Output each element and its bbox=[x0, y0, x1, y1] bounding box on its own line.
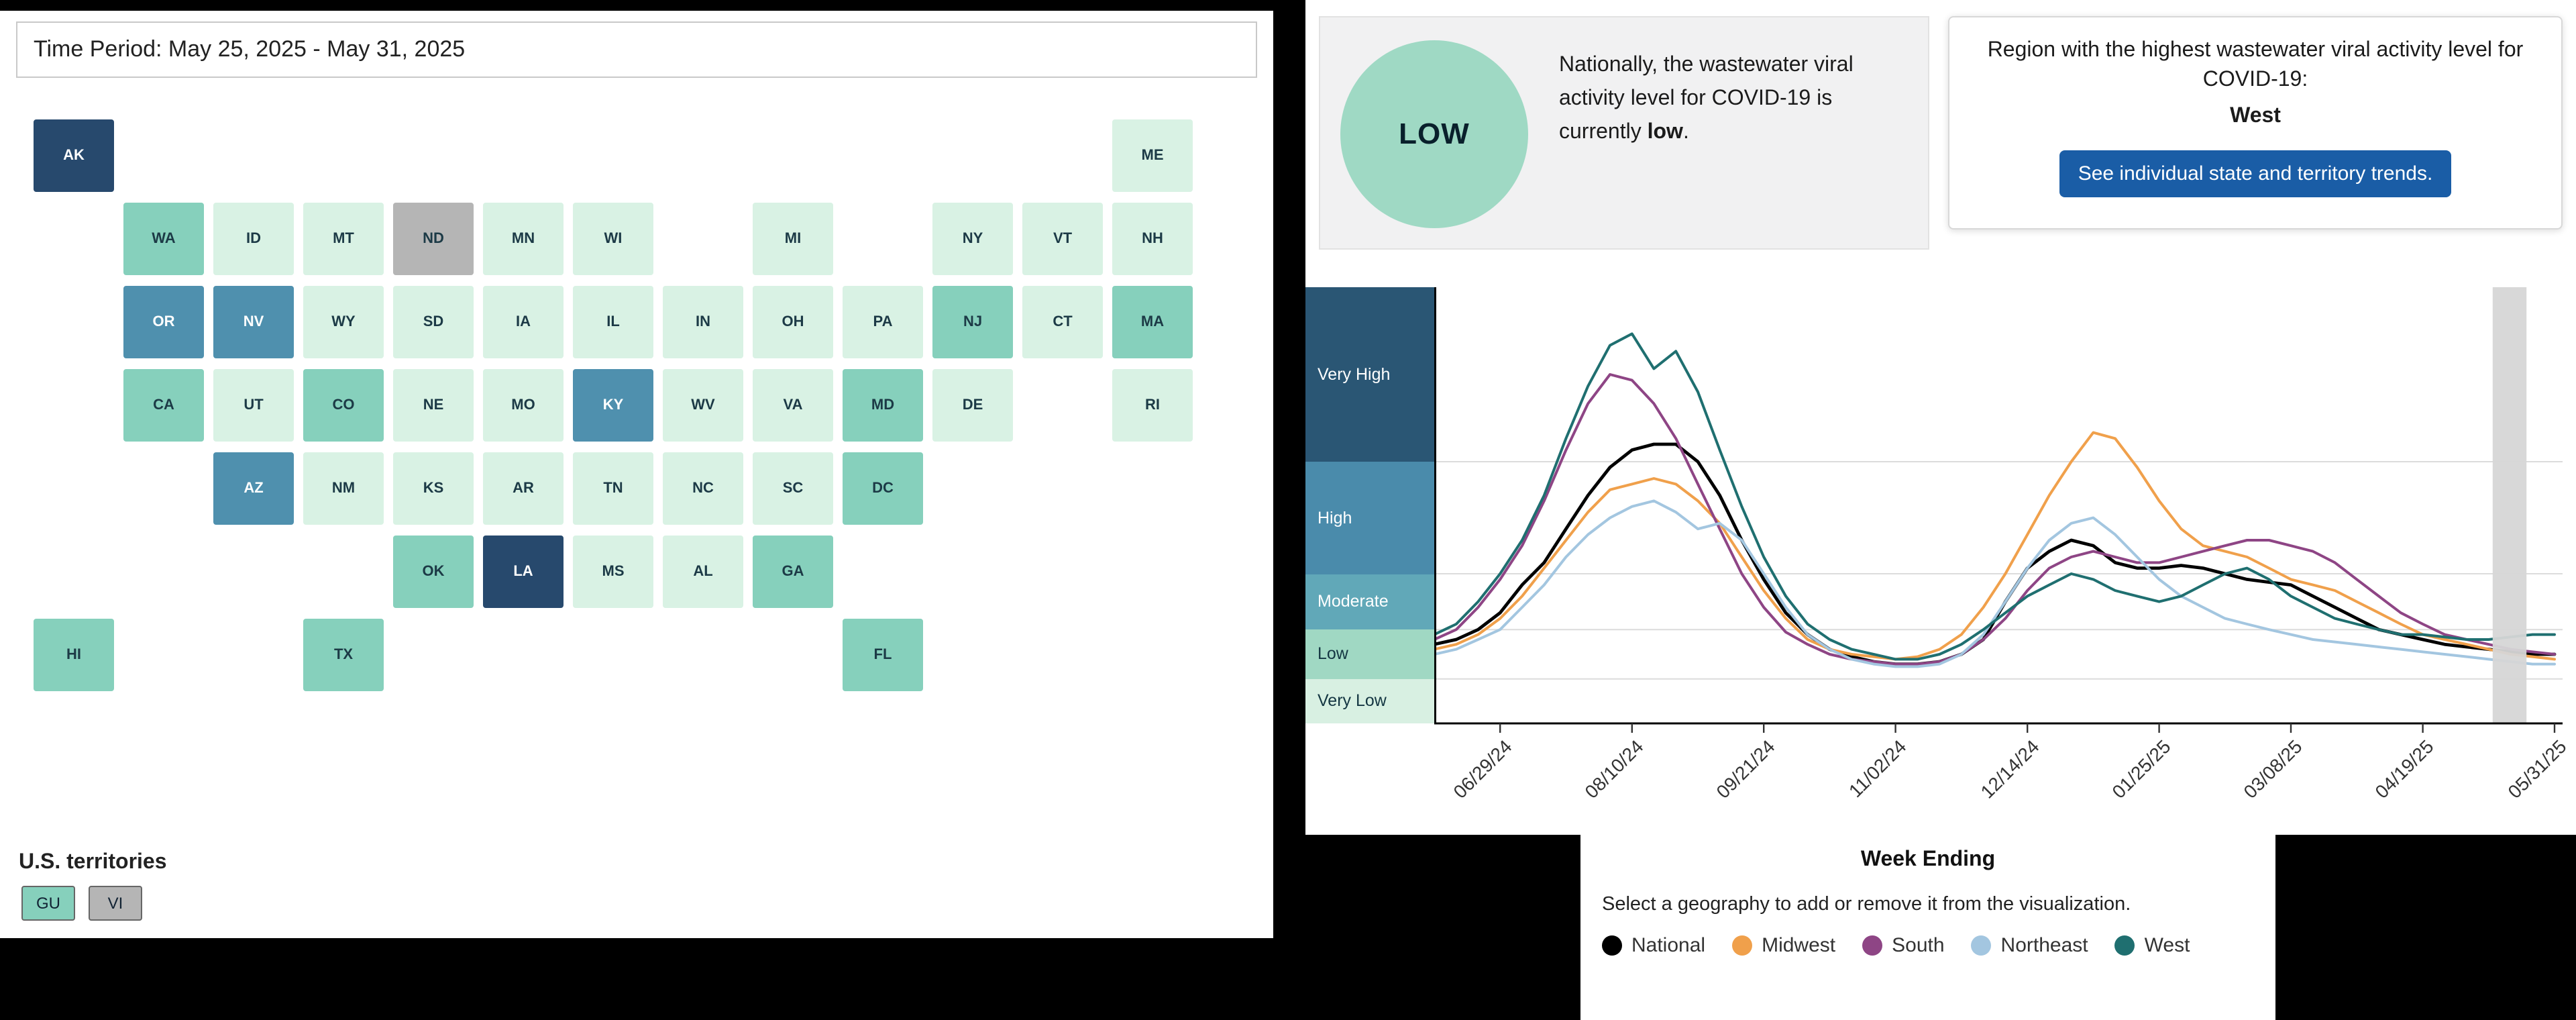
state-tile-ga[interactable]: GA bbox=[751, 534, 835, 609]
legend-dot-west bbox=[2114, 935, 2135, 956]
highest-region-name: West bbox=[2230, 104, 2281, 128]
state-tile-ca[interactable]: CA bbox=[122, 368, 205, 443]
state-tile-la[interactable]: LA bbox=[482, 534, 565, 609]
legend-dot-northeast bbox=[1971, 935, 1992, 956]
state-tile-nd[interactable]: ND bbox=[392, 201, 475, 276]
state-tile-hi[interactable]: HI bbox=[32, 617, 115, 693]
trend-chart-svg bbox=[1432, 287, 2563, 733]
state-tile-wy[interactable]: WY bbox=[302, 285, 385, 360]
state-tile-nv[interactable]: NV bbox=[212, 285, 295, 360]
state-tile-mi[interactable]: MI bbox=[751, 201, 835, 276]
state-tile-me[interactable]: ME bbox=[1111, 118, 1194, 193]
state-tile-tx[interactable]: TX bbox=[302, 617, 385, 693]
state-tile-nc[interactable]: NC bbox=[661, 451, 745, 526]
state-tile-dc[interactable]: DC bbox=[841, 451, 924, 526]
state-tile-in[interactable]: IN bbox=[661, 285, 745, 360]
band-low: Low bbox=[1305, 629, 1434, 679]
state-tile-al[interactable]: AL bbox=[661, 534, 745, 609]
state-tile-ny[interactable]: NY bbox=[931, 201, 1014, 276]
state-tile-ut[interactable]: UT bbox=[212, 368, 295, 443]
time-period-box: Time Period: May 25, 2025 - May 31, 2025 bbox=[16, 21, 1257, 78]
territories-label: U.S. territories bbox=[19, 851, 167, 874]
state-tile-nh[interactable]: NH bbox=[1111, 201, 1194, 276]
territory-button-vi[interactable]: VI bbox=[89, 886, 142, 921]
legend-label: South bbox=[1892, 934, 1945, 957]
legend-item-national[interactable]: National bbox=[1602, 934, 1705, 957]
time-period-label: Time Period: May 25, 2025 - May 31, 2025 bbox=[34, 36, 466, 62]
map-panel: Time Period: May 25, 2025 - May 31, 2025… bbox=[0, 11, 1273, 938]
summary-text-level: low bbox=[1647, 120, 1683, 144]
state-tile-or[interactable]: OR bbox=[122, 285, 205, 360]
state-tile-co[interactable]: CO bbox=[302, 368, 385, 443]
state-tile-mo[interactable]: MO bbox=[482, 368, 565, 443]
state-tile-ky[interactable]: KY bbox=[572, 368, 655, 443]
band-very-low: Very Low bbox=[1305, 678, 1434, 723]
legend-panel: Week Ending Select a geography to add or… bbox=[1580, 835, 2275, 1020]
state-tile-wa[interactable]: WA bbox=[122, 201, 205, 276]
legend-dot-national bbox=[1602, 935, 1622, 956]
state-tile-de[interactable]: DE bbox=[931, 368, 1014, 443]
state-tile-ak[interactable]: AK bbox=[32, 118, 115, 193]
legend-dot-midwest bbox=[1732, 935, 1753, 956]
summary-text-prefix: Nationally, the wastewater viral activit… bbox=[1559, 54, 1854, 144]
us-states-map: AK ME WA ID MT ND MN WI MI NY VT NH OR NV WY SD IA IL IN OH… bbox=[32, 118, 1240, 695]
state-tile-md[interactable]: MD bbox=[841, 368, 924, 443]
state-tile-mt[interactable]: MT bbox=[302, 201, 385, 276]
summary-text-suffix: . bbox=[1682, 120, 1689, 144]
territory-button-gu[interactable]: GU bbox=[21, 886, 75, 921]
legend-label: National bbox=[1631, 934, 1706, 957]
trend-chart bbox=[1432, 287, 2563, 733]
national-summary-text: Nationally, the wastewater viral activit… bbox=[1559, 50, 1911, 150]
right-region: LOW Nationally, the wastewater viral act… bbox=[1305, 0, 2576, 835]
legend-item-south[interactable]: South bbox=[1862, 934, 1945, 957]
legend-hint: Select a geography to add or remove it f… bbox=[1602, 894, 2131, 915]
state-tile-fl[interactable]: FL bbox=[841, 617, 924, 693]
state-tile-wi[interactable]: WI bbox=[572, 201, 655, 276]
legend-item-west[interactable]: West bbox=[2114, 934, 2190, 957]
state-tile-sc[interactable]: SC bbox=[751, 451, 835, 526]
legend-dot-south bbox=[1862, 935, 1883, 956]
x-axis-title: Week Ending bbox=[1860, 848, 1996, 871]
legend-label: Midwest bbox=[1762, 934, 1836, 957]
state-tile-az[interactable]: AZ bbox=[212, 451, 295, 526]
highest-region-box: Region with the highest wastewater viral… bbox=[1948, 16, 2563, 230]
state-tile-ri[interactable]: RI bbox=[1111, 368, 1194, 443]
state-tile-pa[interactable]: PA bbox=[841, 285, 924, 360]
state-trends-button[interactable]: See individual state and territory trend… bbox=[2059, 150, 2452, 197]
state-tile-vt[interactable]: VT bbox=[1021, 201, 1104, 276]
national-level-badge: LOW bbox=[1340, 40, 1528, 228]
legend-row: National Midwest South Northeast West bbox=[1580, 915, 2275, 957]
state-tile-tn[interactable]: TN bbox=[572, 451, 655, 526]
highest-region-title: Region with the highest wastewater viral… bbox=[1987, 39, 2524, 92]
state-tile-wv[interactable]: WV bbox=[661, 368, 745, 443]
state-tile-ok[interactable]: OK bbox=[392, 534, 475, 609]
state-tile-mn[interactable]: MN bbox=[482, 201, 565, 276]
legend-item-midwest[interactable]: Midwest bbox=[1732, 934, 1835, 957]
state-tile-ar[interactable]: AR bbox=[482, 451, 565, 526]
state-tile-sd[interactable]: SD bbox=[392, 285, 475, 360]
state-tile-ma[interactable]: MA bbox=[1111, 285, 1194, 360]
state-tile-ia[interactable]: IA bbox=[482, 285, 565, 360]
state-tile-oh[interactable]: OH bbox=[751, 285, 835, 360]
state-tile-ne[interactable]: NE bbox=[392, 368, 475, 443]
state-tile-id[interactable]: ID bbox=[212, 201, 295, 276]
band-moderate: Moderate bbox=[1305, 574, 1434, 630]
national-summary-box: LOW Nationally, the wastewater viral act… bbox=[1319, 16, 1929, 250]
x-axis-labels: 06/29/24 08/10/24 09/21/24 11/02/24 12/14/24… bbox=[1448, 735, 2570, 803]
legend-label: West bbox=[2144, 934, 2190, 957]
band-high: High bbox=[1305, 462, 1434, 574]
activity-level-axis: Very High High Moderate Low Very Low bbox=[1305, 287, 1434, 723]
state-tile-ct[interactable]: CT bbox=[1021, 285, 1104, 360]
state-tile-nm[interactable]: NM bbox=[302, 451, 385, 526]
state-tile-nj[interactable]: NJ bbox=[931, 285, 1014, 360]
legend-label: Northeast bbox=[2000, 934, 2088, 957]
legend-item-northeast[interactable]: Northeast bbox=[1971, 934, 2088, 957]
state-tile-il[interactable]: IL bbox=[572, 285, 655, 360]
state-tile-va[interactable]: VA bbox=[751, 368, 835, 443]
state-tile-ms[interactable]: MS bbox=[572, 534, 655, 609]
state-tile-ks[interactable]: KS bbox=[392, 451, 475, 526]
band-very-high: Very High bbox=[1305, 287, 1434, 462]
